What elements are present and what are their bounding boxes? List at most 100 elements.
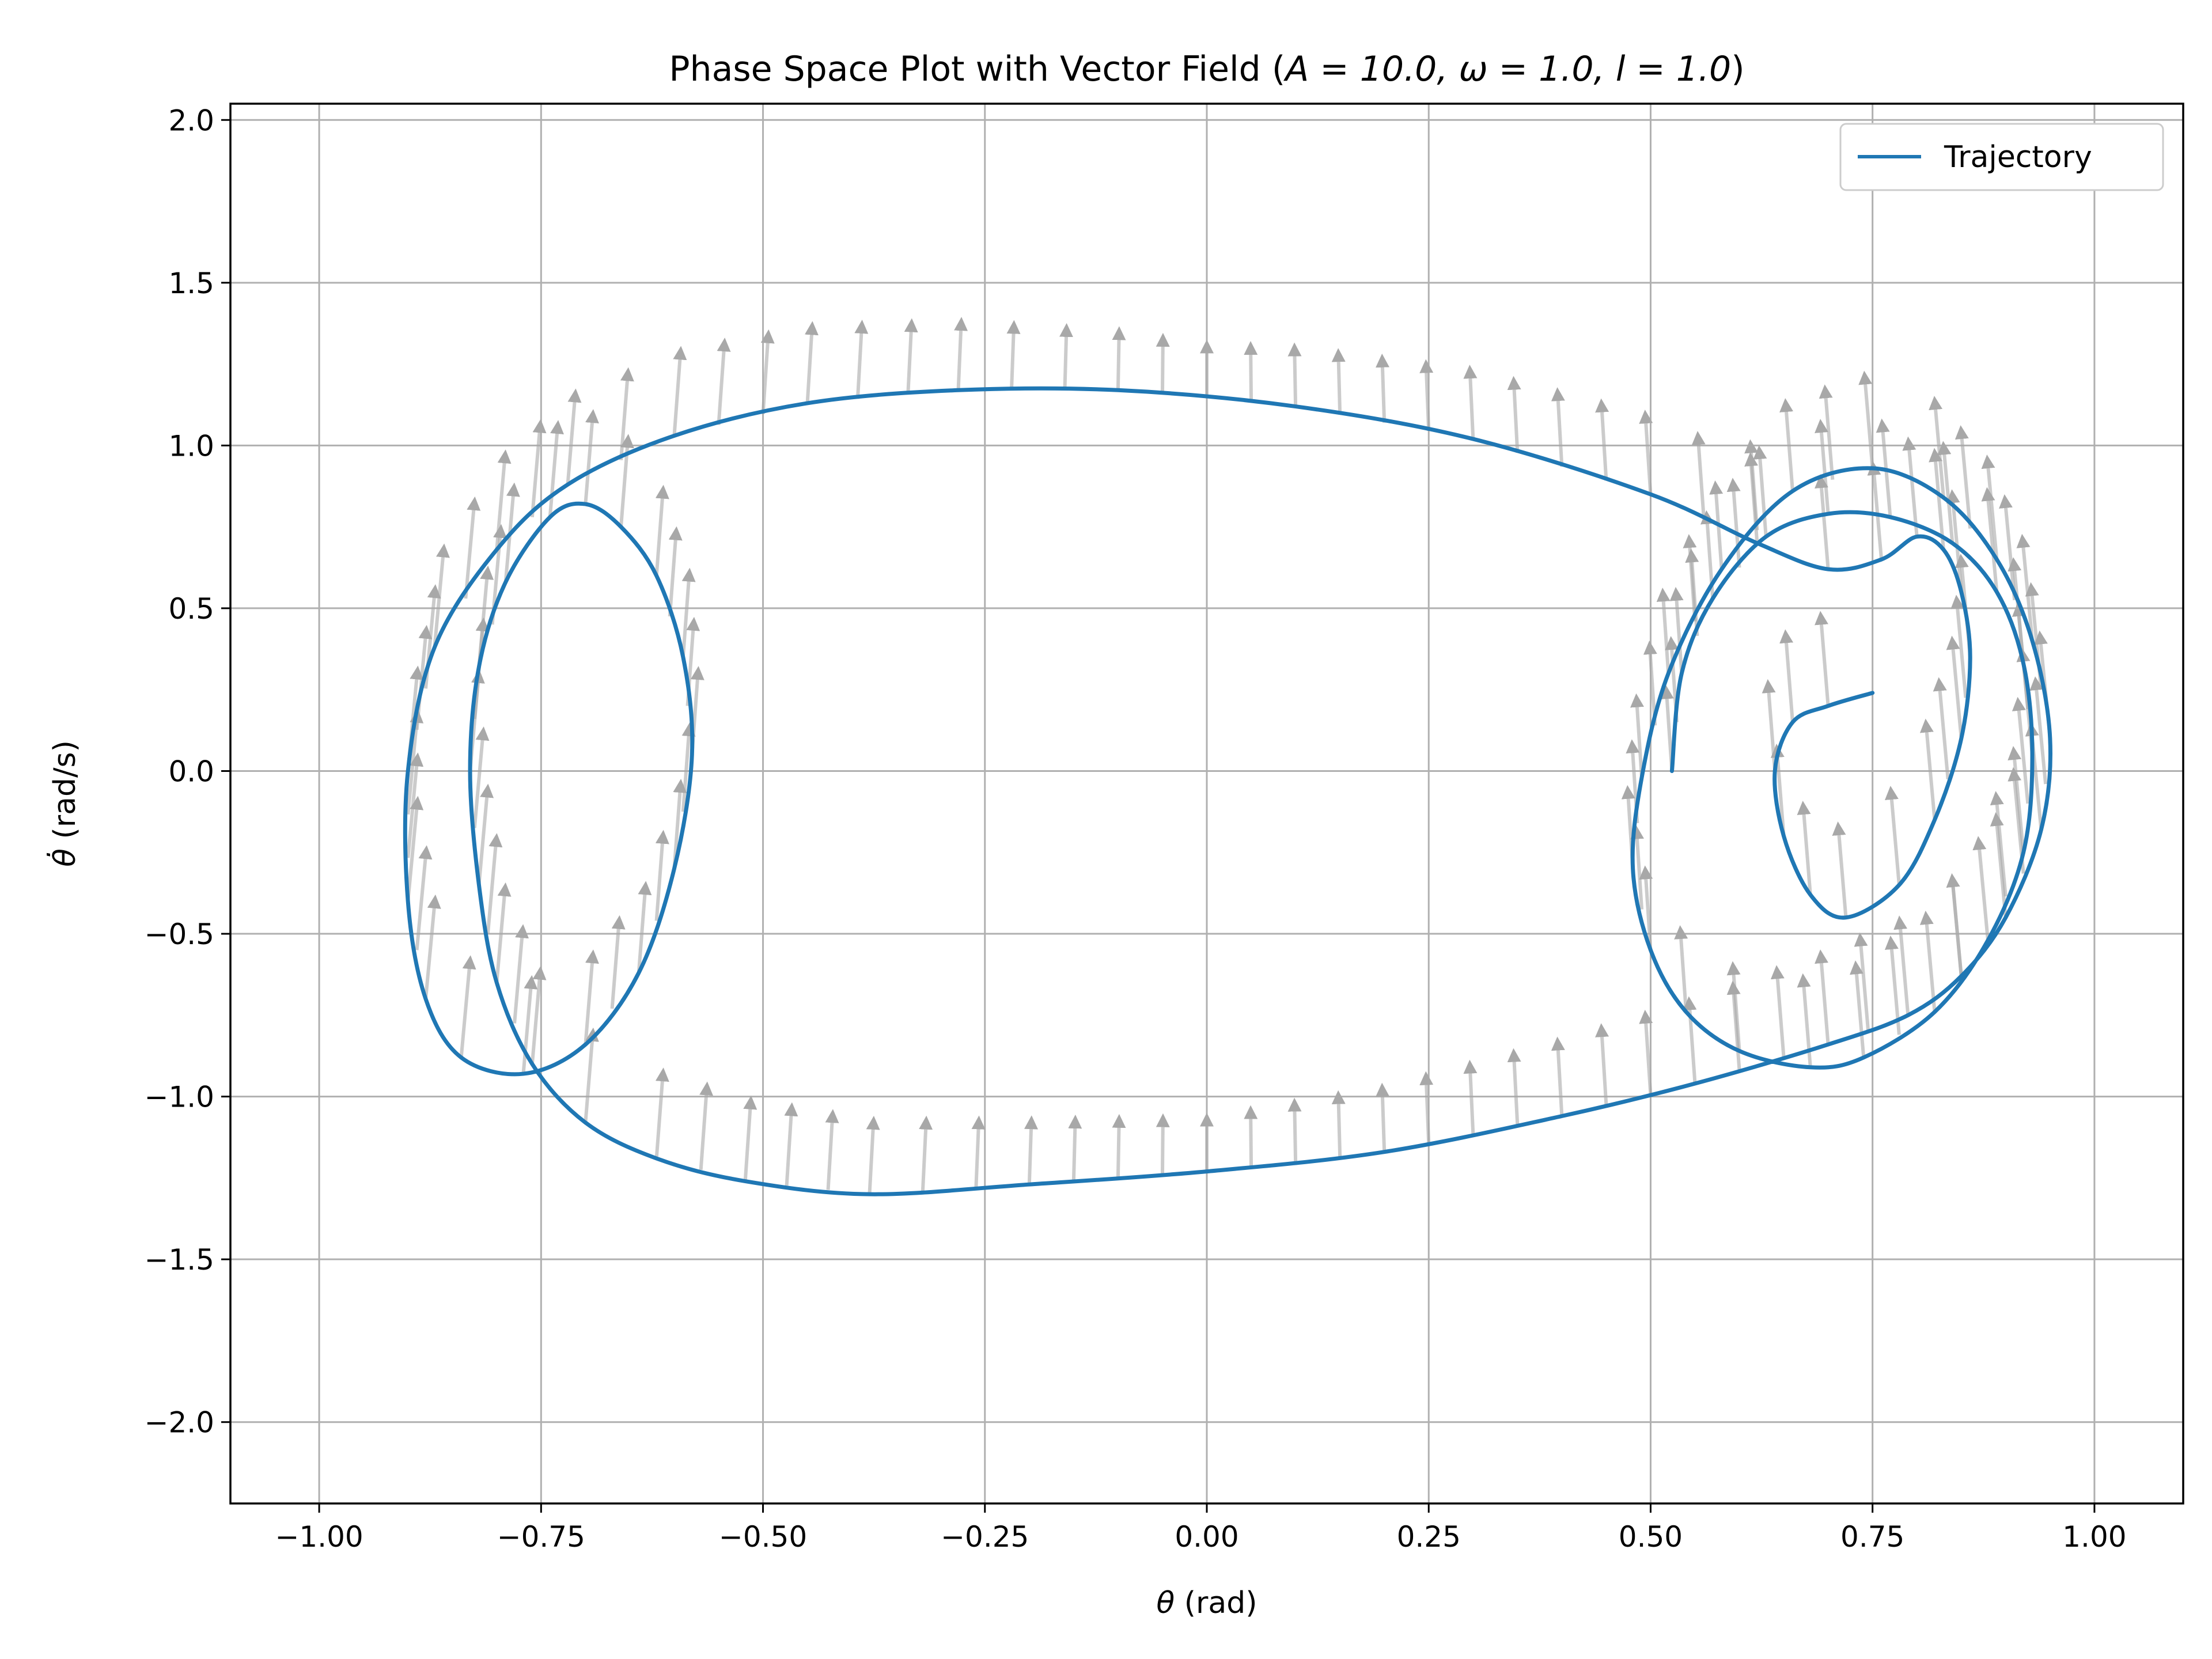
vector-arrow	[1815, 611, 1830, 706]
y-tick-label: −1.0	[145, 1081, 214, 1114]
legend: Trajectory	[1839, 123, 2164, 191]
vector-arrow	[406, 796, 424, 902]
y-tick-label: −0.5	[145, 918, 214, 951]
vector-arrow	[1955, 425, 1972, 529]
vector-arrow	[495, 449, 512, 550]
vector-arrow	[530, 965, 547, 1065]
vector-arrow	[1946, 635, 1963, 739]
vector-arrow	[1726, 980, 1741, 1071]
vector-arrow	[584, 409, 599, 505]
x-axis-label: θ (rad)	[1156, 1586, 1257, 1620]
vector-arrow	[1683, 534, 1697, 622]
vector-arrow	[1331, 1090, 1346, 1157]
vector-arrow	[1674, 925, 1688, 1012]
vector-arrow	[637, 881, 652, 974]
vector-arrow	[424, 894, 441, 999]
vector-arrow	[672, 779, 687, 869]
vector-arrow	[1068, 1115, 1082, 1181]
vector-arrow	[1375, 1082, 1389, 1152]
vector-arrow	[1902, 436, 1919, 537]
vector-arrow	[1726, 478, 1741, 568]
x-tick-label: 0.25	[1397, 1520, 1461, 1554]
vector-arrow	[681, 722, 696, 812]
vector-arrow	[1919, 910, 1937, 1012]
x-tick-label: −0.25	[941, 1520, 1029, 1554]
vector-arrow	[1419, 1071, 1434, 1143]
vector-arrow	[971, 1115, 986, 1188]
vector-arrow	[1112, 326, 1126, 391]
y-axis-label: θ̇ (rad/s)	[47, 740, 82, 867]
vector-arrow	[1919, 718, 1937, 820]
vector-arrow	[804, 321, 819, 404]
x-tick-label: 1.00	[2062, 1520, 2126, 1554]
vector-arrow	[1854, 932, 1870, 1031]
vector-arrow	[1950, 594, 1968, 698]
x-tick-label: 0.50	[1619, 1520, 1683, 1554]
vector-arrow	[415, 845, 433, 950]
vector-arrow	[1507, 376, 1521, 453]
vector-arrow	[1832, 821, 1848, 918]
vector-arrow	[668, 526, 683, 617]
vector-arrow	[521, 975, 538, 1074]
vector-field	[406, 317, 2052, 1195]
vector-arrow	[681, 567, 696, 657]
vector-arrow	[1850, 960, 1866, 1058]
vector-arrow	[1815, 949, 1830, 1045]
vector-arrow	[1981, 454, 1999, 560]
vector-arrow	[464, 496, 481, 599]
vector-arrow	[1744, 452, 1759, 544]
vector-arrow	[1933, 677, 1950, 779]
y-tick-label: 1.5	[168, 267, 214, 300]
vector-arrow	[530, 419, 547, 517]
vector-arrow	[1630, 693, 1644, 778]
vector-arrow	[784, 1102, 798, 1186]
vector-arrow	[1639, 410, 1653, 495]
vector-arrow	[477, 783, 494, 885]
vector-arrow	[1815, 419, 1830, 514]
vector-arrow	[433, 543, 450, 648]
vector-arrow	[654, 1067, 669, 1159]
vector-arrow	[760, 329, 775, 414]
vector-arrow	[1112, 1113, 1126, 1178]
vector-arrow	[1551, 387, 1565, 467]
vector-arrow	[1884, 786, 1901, 885]
grid-layer	[230, 104, 2183, 1503]
vector-arrow	[1156, 1113, 1170, 1175]
vector-arrow	[1946, 873, 1963, 976]
vector-arrow	[1287, 342, 1302, 407]
vector-arrow	[1753, 445, 1768, 537]
vector-arrow	[654, 484, 669, 576]
vector-arrow	[1551, 1036, 1565, 1116]
vector-arrow	[866, 1115, 880, 1195]
vector-arrow	[406, 752, 424, 858]
trajectory-layer	[403, 386, 2052, 1196]
vector-arrow	[825, 1109, 839, 1190]
y-tick-label: −2.0	[145, 1406, 214, 1440]
vector-arrow	[919, 1115, 933, 1191]
vector-arrow	[584, 949, 599, 1045]
vector-arrow	[717, 338, 731, 425]
vector-arrow	[472, 726, 490, 828]
vector-arrow	[406, 709, 424, 815]
vector-arrow	[495, 882, 512, 983]
vector-arrow	[954, 317, 968, 391]
vector-arrow	[672, 346, 687, 436]
x-tick-label: −0.75	[497, 1520, 585, 1554]
vector-arrow	[1770, 965, 1786, 1058]
vector-arrow	[584, 1027, 599, 1123]
vector-arrow	[1815, 474, 1830, 570]
vector-arrow	[1595, 1023, 1609, 1105]
legend-label-trajectory: Trajectory	[1944, 140, 2092, 175]
vector-arrow	[415, 624, 433, 730]
vector-arrow	[854, 319, 869, 399]
vector-arrow	[1507, 1048, 1521, 1126]
y-tick-label: 0.5	[168, 592, 214, 626]
vector-arrow	[1893, 915, 1910, 1016]
vector-arrow	[1639, 865, 1653, 950]
vector-arrow	[459, 955, 476, 1058]
vector-arrow	[619, 367, 634, 461]
vector-arrow	[1331, 348, 1346, 415]
y-tick-label: 0.0	[168, 755, 214, 788]
vector-arrow	[904, 318, 918, 395]
